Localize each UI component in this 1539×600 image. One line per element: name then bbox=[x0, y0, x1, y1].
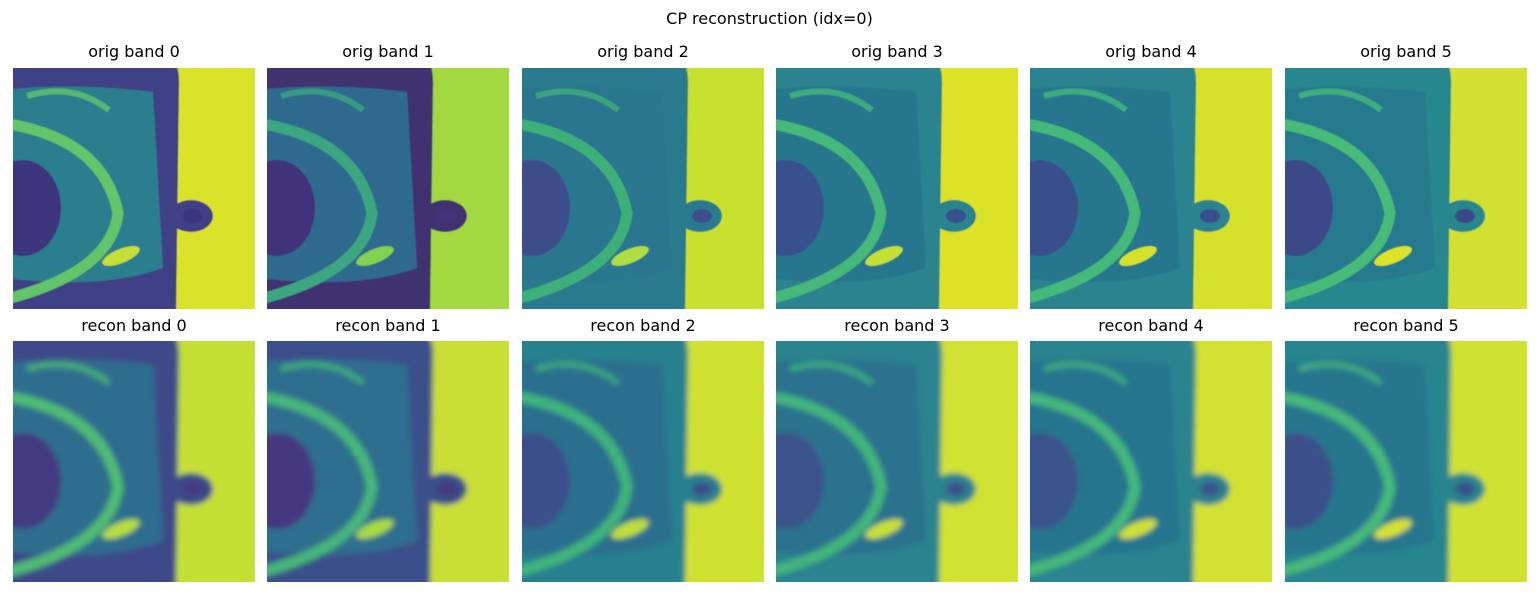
protrusion-core bbox=[1455, 209, 1475, 223]
band-image bbox=[1030, 341, 1272, 582]
arc-ring bbox=[1285, 119, 1396, 303]
protrusion-core bbox=[946, 482, 966, 496]
upper-streak bbox=[789, 361, 874, 386]
arc-ring bbox=[522, 392, 633, 576]
panel-title: orig band 2 bbox=[597, 42, 689, 61]
arc-ring bbox=[776, 392, 887, 576]
upper-streak bbox=[26, 361, 111, 386]
upper-streak bbox=[1298, 361, 1383, 386]
bright-blob bbox=[356, 246, 394, 266]
protrusion-core bbox=[692, 209, 712, 223]
protrusion-core bbox=[183, 482, 203, 496]
protrusion-core bbox=[946, 209, 966, 223]
panel-title: recon band 4 bbox=[1098, 316, 1204, 335]
inner-lobe bbox=[522, 160, 570, 256]
arc-ring bbox=[13, 392, 124, 576]
inner-lobe bbox=[267, 160, 315, 256]
upper-streak bbox=[280, 361, 365, 386]
inner-lobe bbox=[13, 433, 61, 529]
band-image bbox=[13, 341, 255, 582]
arc-ring bbox=[267, 392, 378, 576]
arc-ring bbox=[1285, 392, 1396, 576]
bright-blob bbox=[611, 246, 649, 266]
inner-lobe bbox=[267, 433, 315, 529]
protrusion-core bbox=[437, 482, 457, 496]
bright-blob bbox=[356, 519, 394, 539]
upper-streak bbox=[1043, 88, 1128, 113]
bright-blob bbox=[611, 519, 649, 539]
inner-lobe bbox=[13, 160, 61, 256]
protrusion-core bbox=[1455, 482, 1475, 496]
inner-lobe bbox=[522, 433, 570, 529]
figure-title: CP reconstruction (idx=0) bbox=[666, 9, 873, 28]
bright-blob bbox=[1374, 519, 1412, 539]
inner-lobe bbox=[1030, 160, 1078, 256]
upper-streak bbox=[1043, 361, 1128, 386]
upper-streak bbox=[789, 88, 874, 113]
arc-ring bbox=[13, 119, 124, 303]
inner-lobe bbox=[776, 160, 824, 256]
arc-ring bbox=[776, 119, 887, 303]
bright-blob bbox=[102, 246, 140, 266]
arc-ring bbox=[267, 119, 378, 303]
upper-streak bbox=[1298, 88, 1383, 113]
upper-streak bbox=[535, 361, 620, 386]
panel-title: orig band 1 bbox=[342, 42, 434, 61]
protrusion-core bbox=[437, 209, 457, 223]
inner-lobe bbox=[776, 433, 824, 529]
inner-lobe bbox=[1285, 433, 1333, 529]
band-image bbox=[1030, 68, 1272, 309]
bright-blob bbox=[1119, 519, 1157, 539]
upper-streak bbox=[280, 88, 365, 113]
inner-lobe bbox=[1285, 160, 1333, 256]
arc-ring bbox=[522, 119, 633, 303]
protrusion-core bbox=[183, 209, 203, 223]
upper-streak bbox=[26, 88, 111, 113]
bright-blob bbox=[1374, 246, 1412, 266]
protrusion-core bbox=[1200, 209, 1220, 223]
arc-ring bbox=[1030, 392, 1141, 576]
panel-title: recon band 0 bbox=[81, 316, 187, 335]
band-image bbox=[13, 68, 255, 309]
band-image bbox=[776, 68, 1018, 309]
panel-title: recon band 2 bbox=[590, 316, 696, 335]
band-image bbox=[267, 68, 509, 309]
band-image bbox=[522, 68, 764, 309]
bright-blob bbox=[1119, 246, 1157, 266]
protrusion-core bbox=[692, 482, 712, 496]
band-image bbox=[522, 341, 764, 582]
bright-blob bbox=[102, 519, 140, 539]
bright-blob bbox=[865, 519, 903, 539]
protrusion-core bbox=[1200, 482, 1220, 496]
panel-title: orig band 0 bbox=[88, 42, 180, 61]
band-image bbox=[776, 341, 1018, 582]
band-image bbox=[1285, 68, 1527, 309]
panel-title: recon band 3 bbox=[844, 316, 950, 335]
band-image bbox=[267, 341, 509, 582]
panel-title: orig band 5 bbox=[1360, 42, 1452, 61]
panel-title: recon band 5 bbox=[1353, 316, 1459, 335]
inner-lobe bbox=[1030, 433, 1078, 529]
arc-ring bbox=[1030, 119, 1141, 303]
bright-blob bbox=[865, 246, 903, 266]
panel-title: orig band 3 bbox=[851, 42, 943, 61]
upper-streak bbox=[535, 88, 620, 113]
band-image bbox=[1285, 341, 1527, 582]
panel-title: orig band 4 bbox=[1105, 42, 1197, 61]
panel-title: recon band 1 bbox=[335, 316, 441, 335]
